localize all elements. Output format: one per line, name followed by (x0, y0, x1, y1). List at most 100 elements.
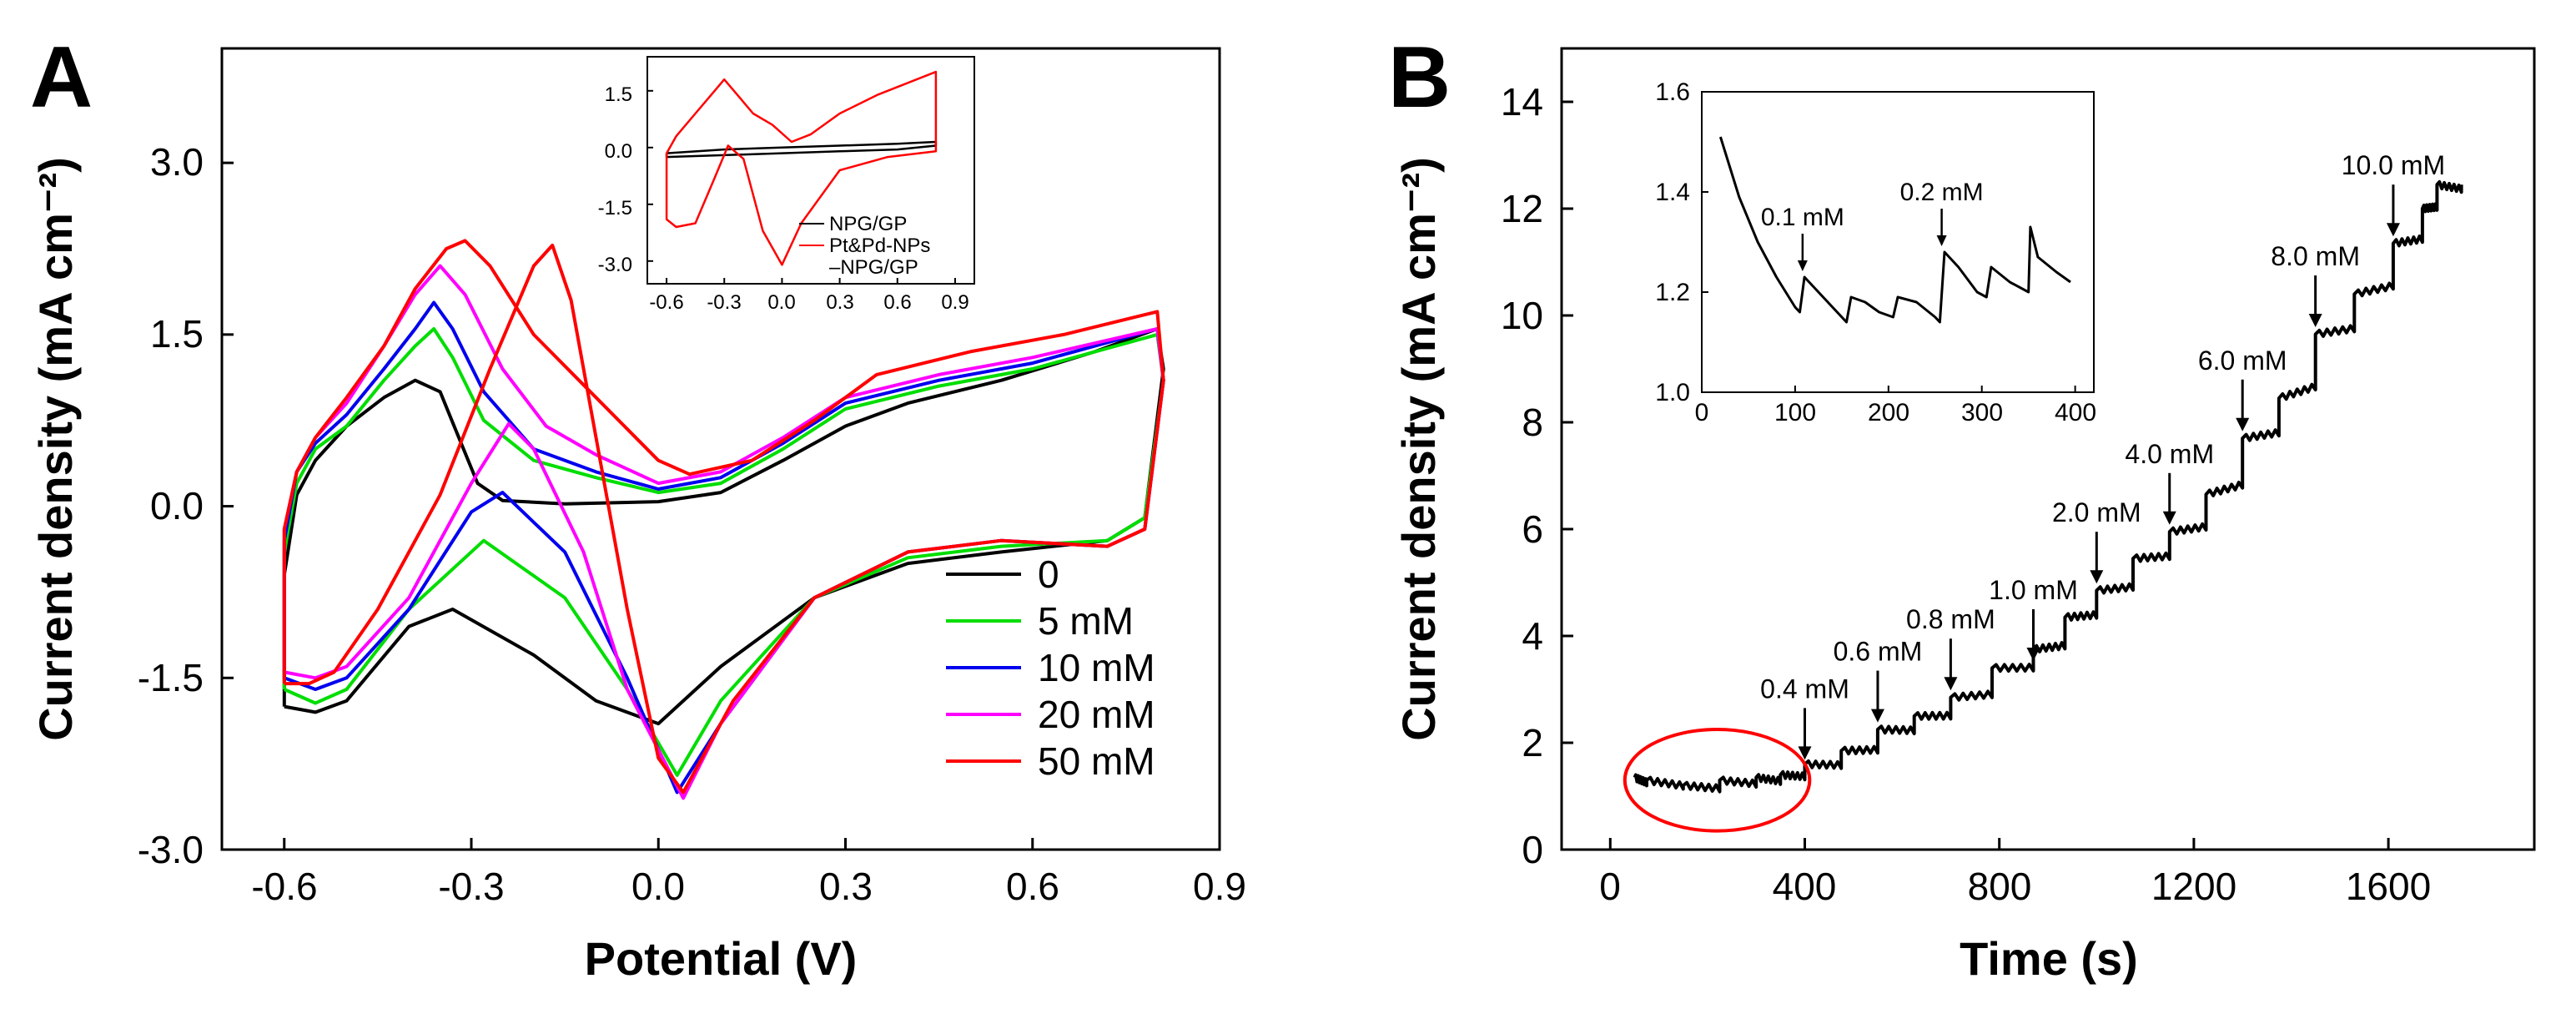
chart-a-inset: -0.6 -0.3 0.0 0.3 0.6 0.9 -3.0 -1.5 0.0 … (598, 56, 975, 314)
chart-a-y-axis: -3.0 -1.5 0.0 1.5 3.0 (138, 140, 204, 871)
inset-xtick-label: 0.9 (941, 291, 969, 314)
panel-a: A -0.6 -0.3 0.0 0.3 0.6 0.9 -3.0 -1.5 0.… (29, 29, 1246, 985)
inset-legend-label: Pt&Pd-NPs (829, 235, 930, 257)
amperometric-trace (1633, 179, 2463, 794)
chart-b-ytick-label: 4 (1522, 614, 1543, 658)
chart-a-legend: 0 5 mM 10 mM 20 mM 50 mM (946, 552, 1155, 783)
annotation-label: 2.0 mM (2052, 497, 2141, 527)
cv-series-0 (282, 327, 1165, 726)
chart-b-inset: 0.1 mM 0.2 mM 0 100 200 300 400 1.0 1.2 1… (1655, 78, 2096, 426)
chart-b-ytick-label: 10 (1501, 294, 1543, 337)
inset-b-ytick-label: 1.2 (1655, 279, 1690, 306)
cv-series-2 (282, 300, 1165, 795)
annotation-label: 4.0 mM (2125, 439, 2214, 469)
inset-annotation-label: 0.2 mM (1900, 179, 1984, 206)
cv-series-3 (282, 264, 1165, 800)
inset-b-xtick-label: 200 (1868, 399, 1909, 426)
inset-ytick-label: -1.5 (598, 197, 632, 219)
annotation-arrow-head (2090, 570, 2104, 584)
chart-b-inset-annotations: 0.1 mM 0.2 mM (1761, 179, 1984, 271)
inset-annotation-arrow-head (1797, 260, 1808, 271)
chart-a-xtick-label: 0.3 (819, 865, 873, 908)
chart-a-inset-series-group (665, 70, 938, 266)
inset-a-series-1 (665, 70, 938, 266)
legend-label: 5 mM (1038, 599, 1134, 643)
highlight-ellipse (1623, 728, 1812, 833)
chart-b-ytick-label: 12 (1501, 187, 1543, 230)
chart-a-xtick-label: -0.3 (438, 865, 504, 908)
chart-a-series-group (282, 239, 1165, 800)
inset-b-trace (1718, 136, 2071, 324)
chart-b-ytick-label: 6 (1522, 507, 1543, 551)
chart-a-inset-x-axis: -0.6 -0.3 0.0 0.3 0.6 0.9 (649, 291, 969, 314)
annotation-label: 8.0 mM (2271, 241, 2360, 271)
chart-a-xtick-label: 0.9 (1193, 865, 1246, 908)
inset-ytick-label: -3.0 (598, 254, 632, 276)
legend-label: 20 mM (1038, 693, 1155, 736)
chart-a-xtick-label: 0.6 (1006, 865, 1059, 908)
cv-series-1 (282, 327, 1165, 777)
inset-xtick-label: 0.0 (767, 291, 795, 314)
annotation-arrow-head (1944, 677, 1958, 691)
annotation-label: 0.8 mM (1906, 604, 1995, 634)
cv-series-4 (282, 239, 1165, 795)
annotation-arrow-head (2162, 511, 2176, 525)
panel-b: B 0 400 800 1200 1600 0 2 4 6 8 10 12 14… (1388, 29, 2536, 985)
annotation-label: 0.4 mM (1760, 674, 1849, 704)
annotation-arrow-head (1870, 709, 1884, 723)
chart-a-xtick-label: -0.6 (251, 865, 317, 908)
inset-xtick-label: -0.3 (707, 291, 741, 314)
chart-a-x-axis: -0.6 -0.3 0.0 0.3 0.6 0.9 (251, 865, 1246, 908)
chart-b-inset-y-axis: 1.0 1.2 1.4 1.6 (1655, 78, 1690, 406)
inset-b-ytick-label: 1.0 (1655, 379, 1690, 406)
annotation-label: 1.0 mM (1989, 575, 2078, 605)
chart-a-ytick-label: 1.5 (150, 312, 204, 356)
chart-b-xtick-label: 400 (1773, 865, 1837, 908)
chart-b-ytick-label: 8 (1522, 401, 1543, 444)
inset-xtick-label: 0.3 (826, 291, 853, 314)
legend-label: 0 (1038, 552, 1059, 596)
chart-b-ytick-label: 14 (1501, 80, 1543, 124)
chart-b-xtick-label: 0 (1599, 865, 1621, 908)
chart-b-xtick-label: 1200 (2151, 865, 2236, 908)
annotation-label: 10.0 mM (2342, 150, 2445, 180)
chart-b-xlabel: Time (s) (1960, 932, 2138, 985)
annotation-label: 6.0 mM (2198, 346, 2287, 376)
chart-b-ytick-label: 2 (1522, 721, 1543, 764)
annotation-arrow-head (2236, 417, 2250, 431)
chart-b-frame (1560, 47, 2536, 851)
inset-xtick-label: 0.6 (883, 291, 911, 314)
chart-a-frame (220, 47, 1221, 851)
chart-b-x-axis: 0 400 800 1200 1600 (1599, 865, 2431, 908)
inset-annotation-arrow-head (1936, 235, 1947, 246)
chart-b-ylabel: Current density (mA cm⁻²) (1392, 157, 1445, 741)
inset-ytick-label: 0.0 (605, 140, 632, 163)
chart-b-xtick-label: 1600 (2346, 865, 2431, 908)
chart-b-ytick-label: 0 (1522, 828, 1543, 871)
chart-b-inset-series-group (1718, 136, 2071, 324)
chart-b-inset-x-axis: 0 100 200 300 400 (1695, 399, 2096, 426)
chart-a-inset-y-axis: -3.0 -1.5 0.0 1.5 (598, 83, 632, 276)
chart-a-ytick-label: -1.5 (138, 656, 204, 699)
inset-legend-label: –NPG/GP (829, 256, 918, 279)
annotation-arrow-head (2308, 314, 2322, 327)
inset-xtick-label: -0.6 (649, 291, 683, 314)
chart-b-xtick-label: 800 (1968, 865, 2032, 908)
chart-b-inset-frame (1701, 91, 2095, 393)
chart-a-xlabel: Potential (V) (585, 932, 858, 985)
inset-b-xtick-label: 400 (2055, 399, 2096, 426)
chart-a-ytick-label: 3.0 (150, 140, 204, 184)
chart-a-xtick-label: 0.0 (631, 865, 685, 908)
inset-b-ytick-label: 1.4 (1655, 179, 1690, 206)
chart-b-annotations: 0.4 mM 0.6 mM0.8 mM1.0 mM 2.0 mM 4.0 mM 6.0 … (1760, 150, 2445, 760)
panel-a-letter: A (30, 29, 93, 126)
annotation-arrow-head (1798, 746, 1812, 760)
annotation-label: 0.6 mM (1834, 637, 1923, 667)
inset-b-xtick-label: 0 (1695, 399, 1709, 426)
panel-b-letter: B (1388, 29, 1451, 126)
legend-label: 10 mM (1038, 646, 1155, 689)
chart-a-ylabel: Current density (mA cm⁻²) (29, 157, 82, 741)
inset-legend-label: NPG/GP (829, 213, 907, 235)
chart-a-ytick-label: 0.0 (150, 484, 204, 527)
